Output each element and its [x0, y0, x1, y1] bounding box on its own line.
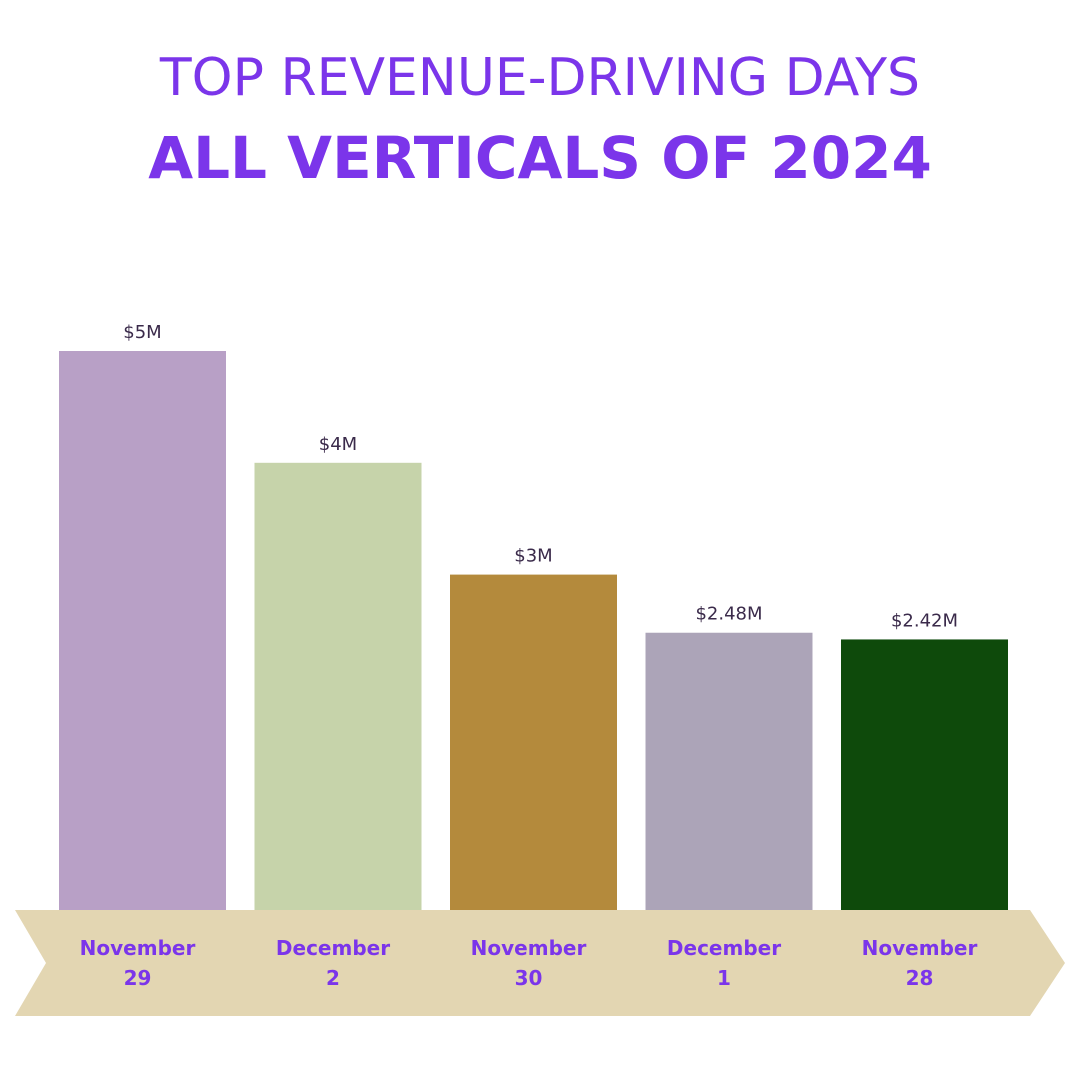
- bar-2: [450, 574, 617, 910]
- category-label-2-line-1: 30: [515, 966, 543, 990]
- category-label-0-line-0: November: [80, 936, 196, 960]
- category-label-3-line-0: December: [667, 936, 781, 960]
- bar-value-label-2: $3M: [514, 546, 552, 567]
- bar-1: [254, 462, 422, 910]
- category-label-1-line-1: 2: [326, 966, 340, 990]
- category-label-4-line-0: November: [862, 936, 978, 960]
- chart-title-line2: ALL VERTICALS OF 2024: [148, 124, 932, 192]
- bar-value-label-1: $4M: [319, 434, 357, 455]
- category-label-0-line-1: 29: [124, 966, 152, 990]
- category-label-2-line-0: November: [471, 936, 587, 960]
- chart-title-line1: TOP REVENUE-DRIVING DAYS: [159, 48, 921, 108]
- category-label-1-line-0: December: [276, 936, 390, 960]
- category-labels-layer: November 29 December 2 November 30 December 1 No…: [80, 936, 978, 990]
- category-label-3-line-1: 1: [717, 966, 731, 990]
- bar-value-label-0: $5M: [123, 322, 161, 343]
- category-label-4-line-1: 28: [906, 966, 934, 990]
- bar-3: [645, 632, 813, 910]
- bar-4: [841, 639, 1008, 910]
- category-axis-band: [15, 910, 1065, 1016]
- bars-layer: $5M $4M $3M $2.48M $2.42M: [59, 322, 1008, 910]
- bar-value-label-4: $2.42M: [891, 610, 958, 631]
- bar-value-label-3: $2.48M: [695, 604, 762, 625]
- bar-0: [59, 351, 226, 910]
